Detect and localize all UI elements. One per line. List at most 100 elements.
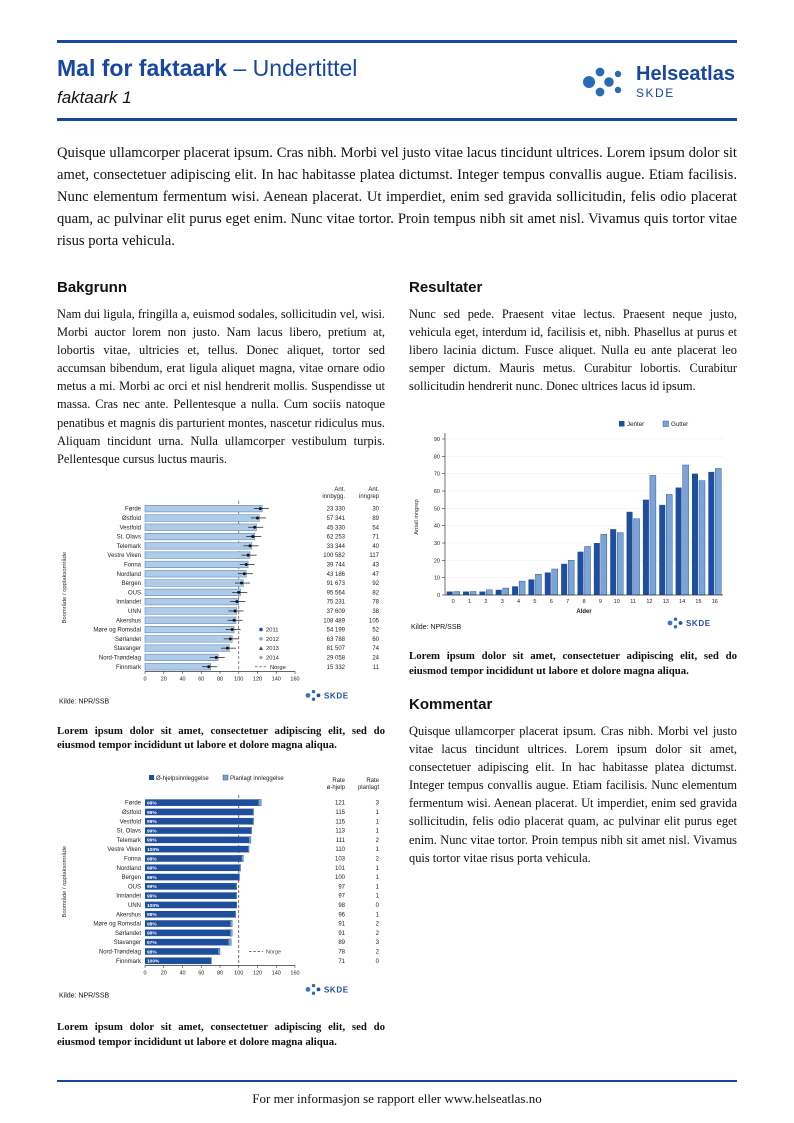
svg-text:91: 91 [338, 922, 345, 928]
bakgrunn-paragraph: Nam dui ligula, fringilla a, euismod sod… [57, 306, 385, 466]
svg-text:8: 8 [582, 599, 585, 605]
bar-jenter [626, 512, 633, 596]
svg-text:1: 1 [376, 866, 380, 872]
svg-text:2014: 2014 [266, 655, 280, 661]
bar-planlagt [230, 929, 233, 937]
two-column-layout: Bakgrunn Nam dui ligula, fringilla a, eu… [57, 279, 737, 1060]
bar [144, 542, 253, 550]
bar-jenter [463, 591, 470, 596]
bar-jenter [659, 505, 666, 596]
svg-text:100%: 100% [147, 903, 160, 909]
svg-text:1: 1 [376, 894, 380, 900]
svg-text:planlagt: planlagt [358, 785, 379, 791]
svg-text:160: 160 [290, 971, 299, 977]
bar-gutter [453, 591, 460, 596]
svg-text:63 788: 63 788 [327, 637, 346, 643]
skde-logo: SKDE [305, 689, 348, 701]
svg-text:Østfold: Østfold [122, 810, 141, 816]
svg-text:Innlandet: Innlandet [116, 894, 141, 900]
svg-text:Sørlandet: Sørlandet [115, 931, 141, 937]
logo-subtext: SKDE [636, 85, 675, 100]
svg-text:30: 30 [372, 507, 379, 513]
svg-text:15: 15 [695, 599, 701, 605]
svg-text:80: 80 [434, 455, 440, 461]
bar-gutter [600, 534, 608, 596]
footer-text: For mer informasjon se rapport eller www… [252, 1091, 542, 1106]
svg-text:Innlandet: Innlandet [116, 600, 141, 606]
svg-text:100%: 100% [147, 959, 160, 965]
svg-text:71: 71 [372, 534, 379, 540]
svg-text:2: 2 [376, 838, 380, 844]
right-column: Resultater Nunc sed pede. Praesent vitae… [409, 279, 737, 1060]
svg-text:2012: 2012 [266, 637, 279, 643]
svg-text:Ø-hjelpsinnleggelse: Ø-hjelpsinnleggelse [156, 776, 209, 782]
bar [144, 625, 235, 633]
svg-text:43 186: 43 186 [327, 572, 346, 578]
svg-text:62 253: 62 253 [327, 534, 346, 540]
svg-text:113: 113 [335, 829, 345, 835]
page-title: Mal for faktaark – Undertittel [57, 55, 357, 81]
bar [144, 597, 239, 606]
svg-text:2: 2 [376, 857, 380, 863]
bar-gutter [633, 518, 640, 596]
svg-text:Telemark: Telemark [117, 544, 142, 550]
svg-text:98: 98 [338, 903, 345, 909]
bar-planlagt [258, 799, 262, 807]
svg-text:80: 80 [217, 676, 223, 682]
bar-jenter [528, 579, 535, 596]
svg-text:Nord-Trøndelag: Nord-Trøndelag [99, 655, 141, 661]
svg-text:Ant.: Ant. [334, 487, 345, 493]
svg-text:Rate: Rate [332, 778, 345, 784]
helseatlas-logo-icon [583, 67, 622, 97]
bar-jenter [544, 572, 551, 596]
svg-text:1: 1 [376, 913, 380, 919]
svg-text:110: 110 [335, 848, 345, 854]
svg-text:2: 2 [484, 599, 487, 605]
bar-gutter [666, 494, 673, 596]
svg-text:29 058: 29 058 [327, 655, 346, 661]
bar-ohjelp [145, 957, 212, 965]
svg-text:Planlagt innleggelse: Planlagt innleggelse [230, 776, 284, 782]
bar-gutter [551, 569, 558, 596]
svg-text:Stavanger: Stavanger [114, 941, 141, 947]
svg-text:52: 52 [372, 627, 379, 633]
bar-gutter [617, 532, 624, 596]
bar-gutter [535, 574, 542, 596]
bar-ohjelp [145, 846, 249, 853]
svg-text:20: 20 [434, 559, 440, 565]
svg-text:24: 24 [372, 655, 379, 661]
bar [144, 616, 237, 624]
bar-gutter [649, 475, 657, 596]
svg-text:7: 7 [566, 599, 569, 605]
svg-text:1: 1 [376, 829, 380, 835]
bar-gutter [502, 588, 509, 596]
svg-text:Fonna: Fonna [124, 562, 142, 568]
bar-jenter [495, 590, 502, 596]
svg-text:20: 20 [161, 971, 167, 977]
svg-text:30: 30 [434, 541, 440, 547]
bar [144, 644, 230, 652]
svg-text:Bergen: Bergen [122, 581, 141, 587]
left-column: Bakgrunn Nam dui ligula, fringilla a, eu… [57, 279, 385, 1060]
svg-text:Rate: Rate [366, 778, 379, 784]
bar-ohjelp [145, 855, 242, 863]
bar-jenter [479, 591, 486, 596]
svg-text:37 609: 37 609 [327, 609, 346, 615]
svg-text:3: 3 [376, 801, 380, 807]
svg-text:St. Olavs: St. Olavs [117, 829, 141, 835]
footer-rule [57, 1080, 737, 1082]
svg-text:60: 60 [198, 676, 204, 682]
svg-text:Nordland: Nordland [117, 866, 141, 872]
bar-gutter [682, 465, 689, 596]
svg-text:11: 11 [630, 599, 636, 605]
bar-ohjelp [145, 864, 240, 872]
bar-gutter [486, 590, 493, 596]
svg-text:97: 97 [338, 894, 345, 900]
svg-text:2013: 2013 [266, 646, 279, 652]
svg-text:99%: 99% [147, 866, 157, 872]
bar [144, 579, 244, 587]
svg-text:98%: 98% [147, 801, 157, 807]
svg-text:Boområde / opptaksområde: Boområde / opptaksområde [61, 846, 68, 918]
bar-jenter [691, 474, 698, 596]
